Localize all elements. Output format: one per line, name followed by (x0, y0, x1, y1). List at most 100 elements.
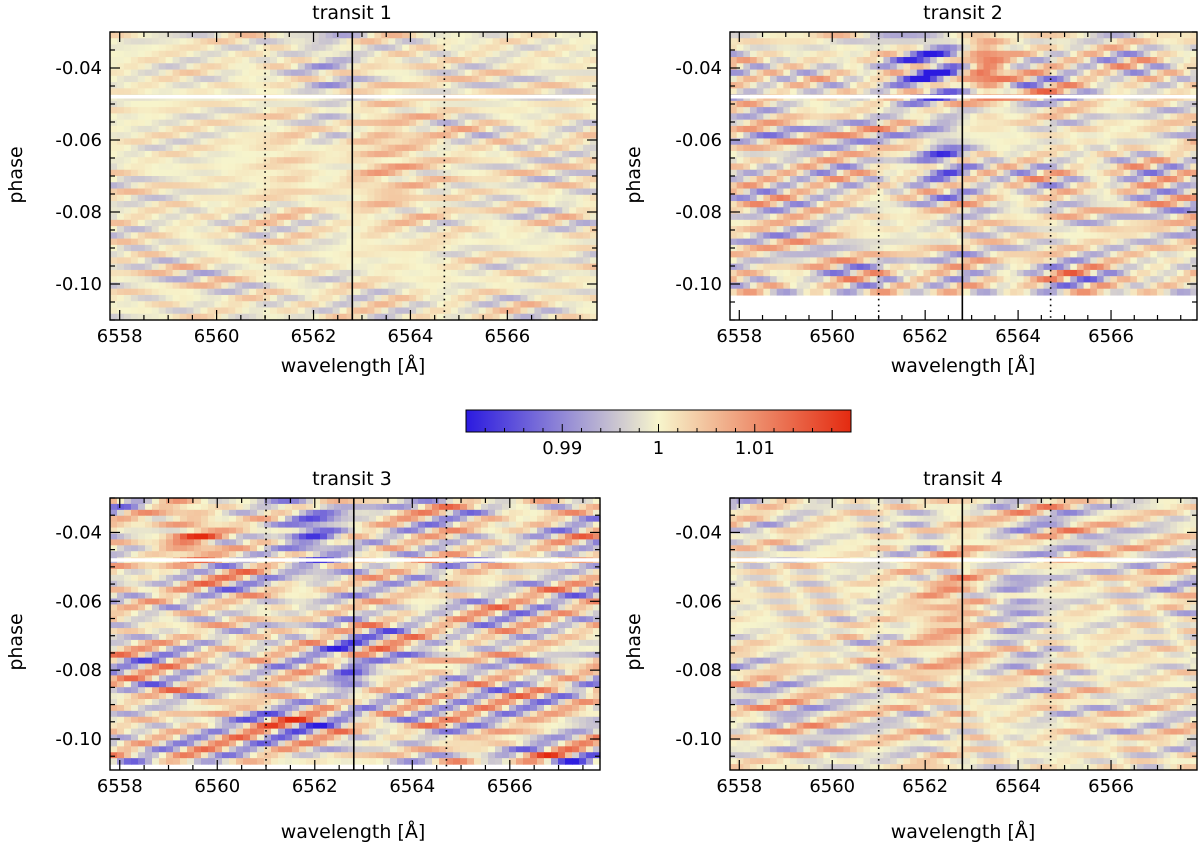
heatmap-cell (520, 163, 528, 170)
heatmap-cell (298, 51, 306, 58)
heatmap-cell (890, 132, 897, 139)
heatmap-cell (228, 132, 236, 139)
heatmap-cell (843, 170, 850, 177)
heatmap-cell (291, 264, 299, 271)
heatmap-cell (214, 270, 222, 277)
heatmap-cell (1077, 32, 1084, 39)
heatmap-cell (843, 113, 850, 120)
heatmap-cell (270, 107, 278, 114)
heatmap-cell (263, 82, 271, 89)
heatmap-cell (284, 182, 292, 189)
heatmap-cell (562, 51, 570, 58)
heatmap-cell (277, 226, 285, 233)
heatmap-cell (242, 70, 250, 77)
heatmap-cell (817, 88, 824, 95)
heatmap-cell (354, 245, 362, 252)
heatmap-cell (124, 289, 132, 296)
heatmap-cell (863, 145, 870, 152)
heatmap-cell (360, 51, 368, 58)
heatmap-cell (479, 251, 487, 258)
heatmap-cell (187, 132, 195, 139)
heatmap-cell (312, 170, 320, 177)
heatmap-cell (507, 45, 515, 52)
heatmap-cell (409, 232, 417, 239)
heatmap-cell (843, 38, 850, 45)
heatmap-cell (173, 132, 181, 139)
heatmap-cell (837, 132, 844, 139)
heatmap-cell (1010, 151, 1017, 158)
heatmap-cell (180, 257, 188, 264)
heatmap-cell (486, 195, 494, 202)
heatmap-cell (817, 120, 824, 127)
heatmap-cell (381, 45, 389, 52)
heatmap-cell (166, 245, 174, 252)
heatmap-cell (1110, 76, 1117, 83)
heatmap-cell (381, 88, 389, 95)
heatmap-cell (451, 63, 459, 70)
heatmap-cell (817, 176, 824, 183)
heatmap-cell (964, 126, 971, 133)
heatmap-cell (360, 38, 368, 45)
heatmap-cell (367, 138, 375, 145)
heatmap-cell (743, 113, 750, 120)
heatmap-cell (458, 214, 466, 221)
heatmap-cell (381, 32, 389, 39)
heatmap-cell (409, 51, 417, 58)
heatmap-cell (507, 257, 515, 264)
heatmap-cell (270, 239, 278, 246)
heatmap-cell (990, 157, 997, 164)
heatmap-cell (527, 51, 535, 58)
heatmap-cell (479, 157, 487, 164)
heatmap-cell (863, 57, 870, 64)
heatmap-cell (409, 207, 417, 214)
heatmap-cell (333, 57, 341, 64)
heatmap-cell (430, 301, 438, 308)
heatmap-cell (465, 226, 473, 233)
heatmap-cell (534, 45, 542, 52)
heatmap-cell (437, 257, 445, 264)
heatmap-cell (124, 257, 132, 264)
heatmap-cell (270, 70, 278, 77)
heatmap-cell (367, 38, 375, 45)
heatmap-cell (857, 32, 864, 39)
heatmap-cell (1170, 170, 1177, 177)
heatmap-cell (1137, 51, 1144, 58)
heatmap-cell (527, 182, 535, 189)
heatmap-cell (430, 201, 438, 208)
heatmap-cell (997, 163, 1004, 170)
heatmap-cell (500, 76, 508, 83)
heatmap-cell (507, 189, 515, 196)
heatmap-cell (416, 307, 424, 314)
heatmap-cell (235, 113, 243, 120)
heatmap-cell (200, 214, 208, 221)
heatmap-cell (1017, 113, 1024, 120)
heatmap-cell (576, 151, 584, 158)
heatmap-cell (472, 163, 480, 170)
heatmap-cell (305, 51, 313, 58)
heatmap-cell (943, 170, 950, 177)
heatmap-cell (783, 57, 790, 64)
heatmap-cell (124, 232, 132, 239)
heatmap-cell (166, 207, 174, 214)
heatmap-cell (173, 38, 181, 45)
heatmap-cell (1057, 38, 1064, 45)
heatmap-cell (1017, 120, 1024, 127)
heatmap-cell (423, 214, 431, 221)
heatmap-cell (472, 257, 480, 264)
heatmap-cell (500, 157, 508, 164)
heatmap-cell (857, 157, 864, 164)
heatmap-cell (256, 57, 264, 64)
heatmap-cell (903, 45, 910, 52)
heatmap-cell (1090, 32, 1097, 39)
heatmap-cell (395, 132, 403, 139)
heatmap-cell (883, 157, 890, 164)
heatmap-cell (1150, 132, 1157, 139)
heatmap-cell (1110, 126, 1117, 133)
heatmap-cell (263, 214, 271, 221)
heatmap-cell (1097, 45, 1104, 52)
heatmap-cell (214, 138, 222, 145)
heatmap-cell (291, 76, 299, 83)
heatmap-cell (562, 45, 570, 52)
heatmap-cell (374, 245, 382, 252)
heatmap-cell (360, 113, 368, 120)
